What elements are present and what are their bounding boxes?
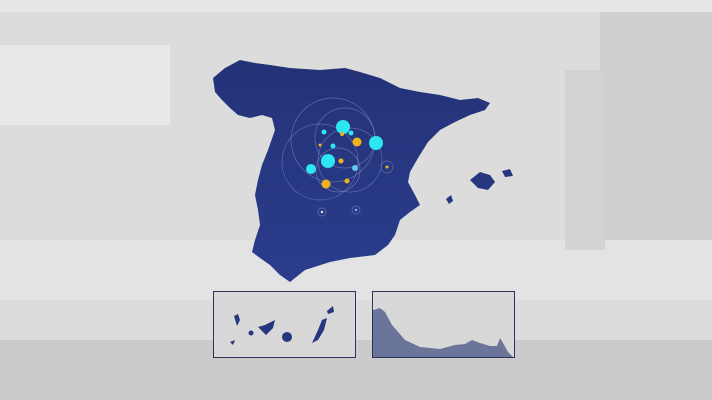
inset-ceuta-melilla <box>372 291 515 358</box>
marker-light-blue <box>352 165 358 171</box>
marker-dot <box>320 210 324 214</box>
background-panel <box>0 0 712 12</box>
background-panel <box>0 45 170 125</box>
ibiza <box>446 195 453 204</box>
menorca <box>502 169 513 177</box>
background-panel <box>600 12 712 282</box>
background-panel <box>565 70 605 250</box>
marker-cyan <box>369 136 383 150</box>
marker-cyan <box>336 120 350 134</box>
spain-mainland <box>213 60 490 282</box>
marker-orange <box>385 165 389 169</box>
marker-orange <box>352 137 362 147</box>
marker-dot <box>354 208 358 212</box>
marker-cyan <box>321 154 335 168</box>
marker-orange <box>318 143 322 147</box>
marker-orange <box>344 178 350 184</box>
marker-cyan <box>321 129 327 135</box>
marker-orange <box>340 132 344 136</box>
marker-cyan <box>330 143 336 149</box>
marker-orange <box>321 179 331 189</box>
mallorca <box>470 172 495 190</box>
network-rings <box>281 97 394 217</box>
marker-cyan <box>306 164 316 174</box>
inset-canary-islands <box>213 291 356 358</box>
marker-cyan <box>348 130 354 136</box>
markers <box>306 120 389 214</box>
marker-orange <box>338 158 344 164</box>
